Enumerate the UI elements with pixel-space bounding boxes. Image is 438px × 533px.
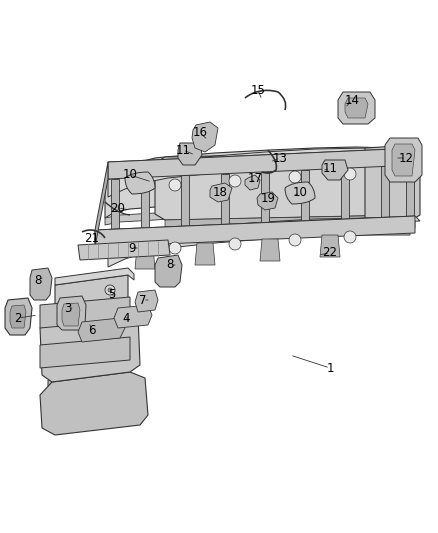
Polygon shape bbox=[141, 177, 149, 228]
Polygon shape bbox=[385, 138, 422, 182]
Text: 4: 4 bbox=[122, 311, 130, 325]
Polygon shape bbox=[108, 148, 420, 167]
Polygon shape bbox=[10, 305, 26, 328]
Polygon shape bbox=[57, 296, 86, 330]
Polygon shape bbox=[40, 308, 140, 382]
Polygon shape bbox=[192, 122, 218, 152]
Polygon shape bbox=[406, 165, 414, 216]
Circle shape bbox=[289, 234, 301, 246]
Text: 20: 20 bbox=[110, 201, 125, 214]
Text: 13: 13 bbox=[272, 151, 287, 165]
Polygon shape bbox=[181, 175, 189, 227]
Polygon shape bbox=[108, 218, 410, 267]
Circle shape bbox=[229, 175, 241, 187]
Polygon shape bbox=[40, 297, 130, 328]
Polygon shape bbox=[114, 305, 152, 328]
Circle shape bbox=[105, 285, 115, 295]
Polygon shape bbox=[178, 143, 202, 165]
Polygon shape bbox=[261, 172, 269, 223]
Polygon shape bbox=[365, 145, 420, 218]
Text: 12: 12 bbox=[399, 151, 413, 165]
Polygon shape bbox=[62, 303, 80, 326]
Polygon shape bbox=[135, 247, 155, 269]
Polygon shape bbox=[55, 275, 128, 393]
Polygon shape bbox=[108, 148, 410, 197]
Text: 8: 8 bbox=[34, 273, 42, 287]
PathPatch shape bbox=[285, 182, 315, 204]
Polygon shape bbox=[155, 152, 415, 220]
Text: 22: 22 bbox=[322, 246, 338, 260]
Text: 8: 8 bbox=[166, 259, 174, 271]
Text: 7: 7 bbox=[139, 294, 147, 306]
Polygon shape bbox=[392, 144, 415, 176]
Polygon shape bbox=[105, 175, 408, 225]
Text: 19: 19 bbox=[261, 191, 276, 205]
Polygon shape bbox=[108, 148, 415, 179]
Polygon shape bbox=[105, 147, 415, 218]
Polygon shape bbox=[95, 216, 420, 235]
Text: 5: 5 bbox=[108, 288, 116, 302]
Polygon shape bbox=[5, 298, 32, 335]
Circle shape bbox=[169, 242, 181, 254]
Polygon shape bbox=[301, 170, 309, 221]
Polygon shape bbox=[135, 290, 158, 312]
Polygon shape bbox=[95, 162, 108, 247]
Polygon shape bbox=[40, 337, 130, 368]
Text: 11: 11 bbox=[176, 143, 191, 157]
Text: 16: 16 bbox=[192, 126, 208, 140]
Polygon shape bbox=[338, 92, 375, 124]
Polygon shape bbox=[55, 268, 134, 285]
Text: 17: 17 bbox=[247, 172, 262, 184]
Polygon shape bbox=[322, 160, 348, 180]
Polygon shape bbox=[341, 168, 349, 219]
Polygon shape bbox=[40, 372, 148, 435]
Circle shape bbox=[289, 171, 301, 183]
Polygon shape bbox=[345, 98, 368, 118]
Circle shape bbox=[229, 238, 241, 250]
Polygon shape bbox=[195, 243, 215, 265]
Text: 3: 3 bbox=[64, 302, 72, 314]
Text: 2: 2 bbox=[14, 311, 22, 325]
Text: 18: 18 bbox=[212, 187, 227, 199]
Text: 9: 9 bbox=[128, 241, 136, 254]
Polygon shape bbox=[245, 175, 260, 190]
Polygon shape bbox=[257, 192, 278, 210]
Polygon shape bbox=[78, 240, 170, 260]
Polygon shape bbox=[48, 368, 128, 412]
Circle shape bbox=[344, 231, 356, 243]
Polygon shape bbox=[260, 239, 280, 261]
Text: 15: 15 bbox=[251, 84, 265, 96]
Polygon shape bbox=[221, 174, 229, 225]
Polygon shape bbox=[165, 215, 415, 228]
Polygon shape bbox=[381, 166, 389, 217]
Text: 6: 6 bbox=[88, 324, 96, 336]
Text: 10: 10 bbox=[123, 168, 138, 182]
Polygon shape bbox=[111, 179, 119, 230]
Text: 21: 21 bbox=[85, 231, 99, 245]
Circle shape bbox=[344, 168, 356, 180]
Polygon shape bbox=[78, 318, 125, 342]
PathPatch shape bbox=[125, 172, 155, 194]
Circle shape bbox=[169, 179, 181, 191]
Polygon shape bbox=[95, 216, 415, 247]
Polygon shape bbox=[415, 148, 420, 170]
Polygon shape bbox=[155, 255, 182, 287]
Text: 1: 1 bbox=[326, 361, 334, 375]
Polygon shape bbox=[210, 183, 232, 202]
Text: 14: 14 bbox=[345, 93, 360, 107]
Text: 11: 11 bbox=[322, 161, 338, 174]
Polygon shape bbox=[30, 268, 52, 300]
Circle shape bbox=[108, 288, 112, 292]
Polygon shape bbox=[320, 235, 340, 257]
Text: 10: 10 bbox=[293, 187, 307, 199]
